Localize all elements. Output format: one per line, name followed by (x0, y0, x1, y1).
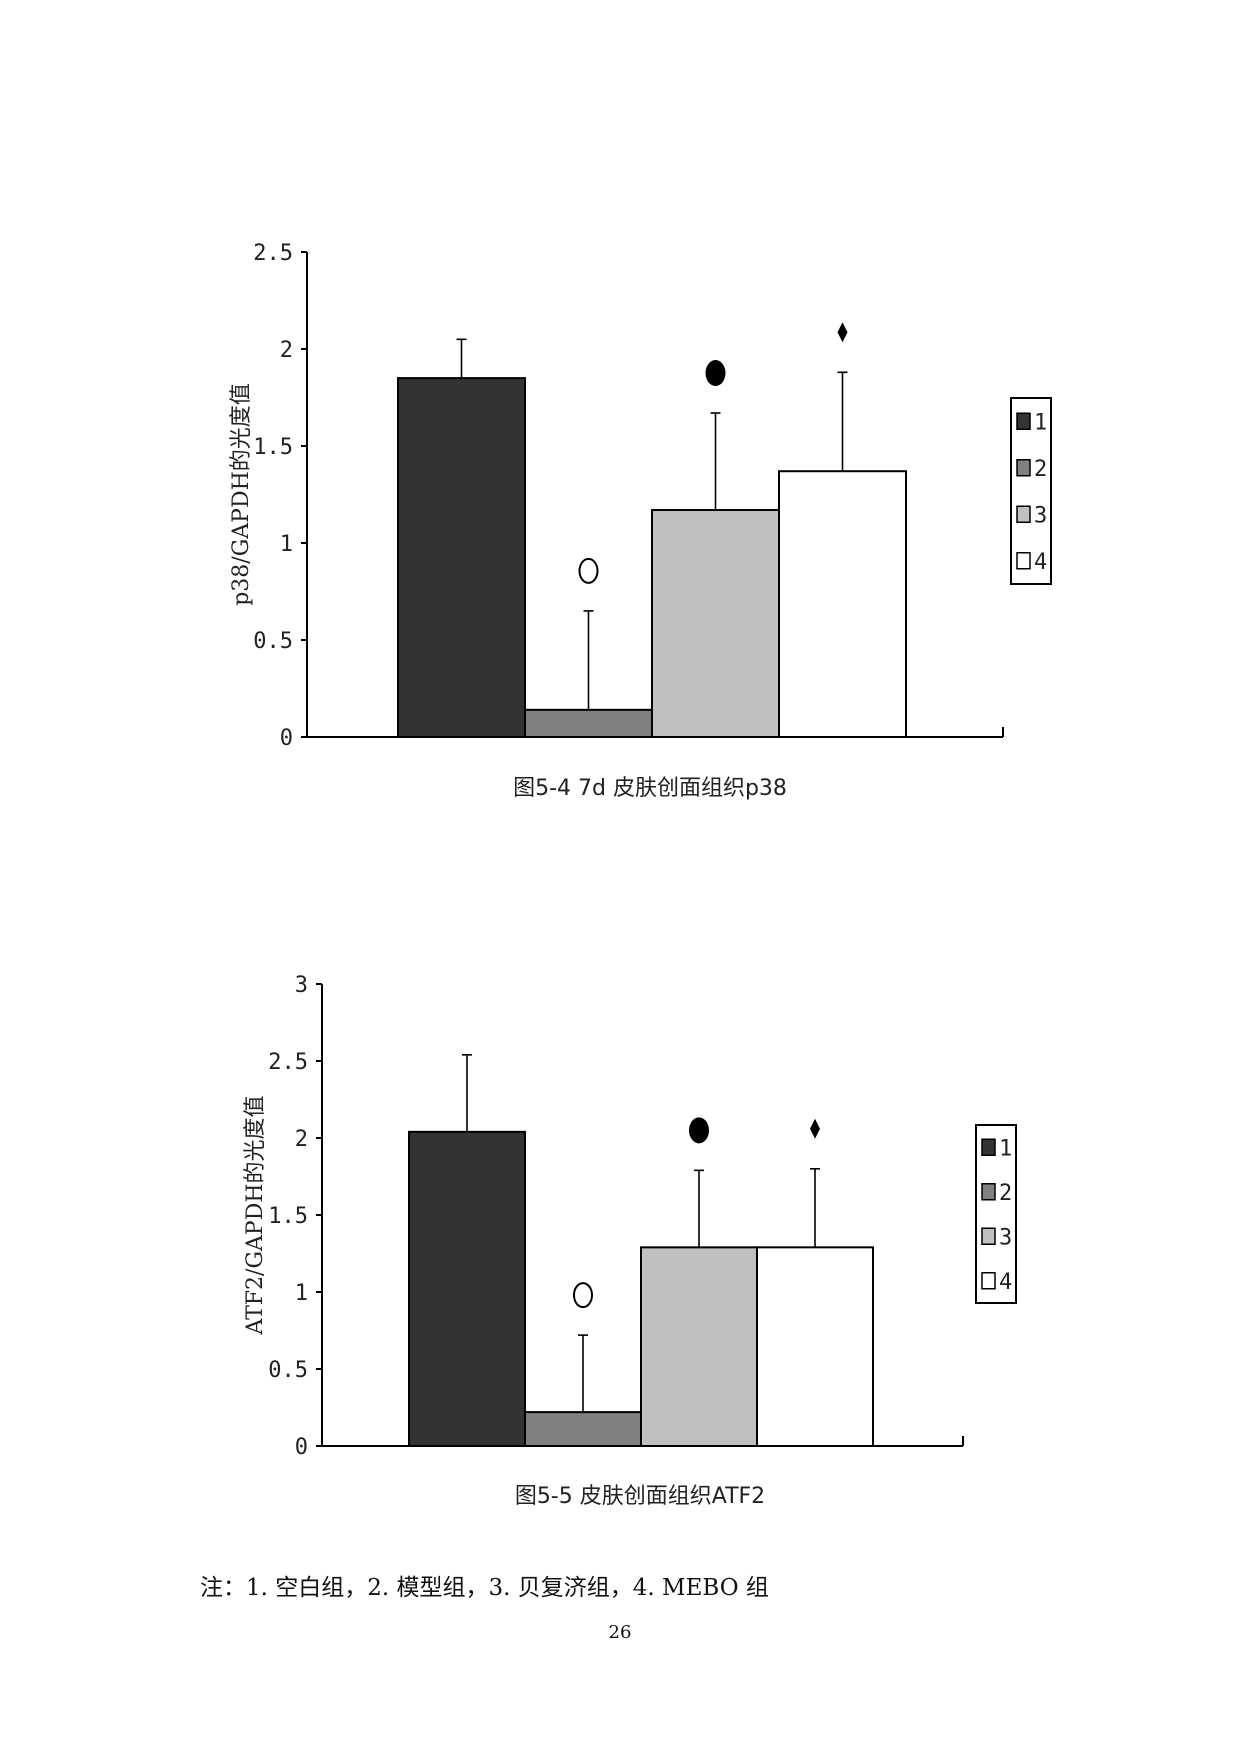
y-tick-label: 2.5 (268, 1050, 308, 1075)
legend-swatch-4 (981, 1272, 996, 1290)
chart-caption: 图5-5 皮肤创面组织ATF2 (515, 1484, 765, 1509)
legend-swatch-4 (1016, 552, 1031, 570)
legend-label: 1 (999, 1136, 1012, 1161)
y-tick-label: 0.5 (253, 629, 293, 654)
y-tick-label: 0.5 (268, 1358, 308, 1383)
significance-marker-filled-circle (689, 1117, 709, 1144)
bar-4 (778, 470, 907, 738)
significance-marker-diamond (810, 1118, 820, 1139)
y-tick-label: 2 (280, 338, 293, 363)
legend-label: 4 (999, 1270, 1012, 1295)
bar-1 (408, 1130, 526, 1447)
legend-label: 4 (1034, 550, 1047, 575)
legend-label: 2 (1034, 457, 1047, 482)
bar-3 (640, 1246, 758, 1447)
y-tick-label: 2 (295, 1127, 308, 1152)
y-tick-label: 1.5 (253, 435, 293, 460)
significance-marker-open-circle (573, 1282, 593, 1309)
legend-swatch-3 (981, 1227, 996, 1245)
y-tick-label: 3 (295, 973, 308, 998)
legend-label: 3 (1034, 503, 1047, 528)
y-tick-label: 0 (280, 726, 293, 751)
legend-swatch-1 (1016, 412, 1031, 430)
legend-label: 2 (999, 1181, 1012, 1206)
legend-swatch-3 (1016, 505, 1031, 523)
bar-2 (524, 708, 653, 739)
legend-label: 3 (999, 1225, 1012, 1250)
significance-marker-filled-circle (705, 360, 726, 387)
legend-swatch-2 (1016, 459, 1031, 477)
y-tick-label: 2.5 (253, 241, 293, 266)
y-tick-label: 0 (295, 1435, 308, 1460)
significance-marker-open-circle (578, 557, 599, 584)
figure-note: 注：1. 空白组，2. 模型组，3. 贝复济组，4. MEBO 组 (200, 1575, 769, 1601)
y-axis-label: p38/GAPDH的光度值 (229, 383, 254, 606)
chart-atf2: 0 0.5 1 1.5 2 2.5 3 ATF2/GAPDH的光度值 1 2 3 4 图5-5 皮肤创面… (243, 973, 1017, 1509)
legend-label: 1 (1034, 410, 1047, 435)
chart-caption: 图5-4 7d 皮肤创面组织p38 (513, 776, 787, 801)
legend-swatch-2 (981, 1183, 996, 1201)
significance-marker-diamond (837, 322, 848, 343)
y-tick-label: 1 (295, 1281, 308, 1306)
bar-3 (651, 509, 780, 738)
y-tick-label: 1 (280, 532, 293, 557)
y-axis-label: ATF2/GAPDH的光度值 (243, 1095, 268, 1335)
bar-4 (756, 1246, 874, 1447)
y-tick-label: 1.5 (268, 1204, 308, 1229)
page-number: 26 (608, 1622, 632, 1643)
chart-p38: 0 0.5 1 1.5 2 2.5 p38/GAPDH的光度值 1 2 3 4 图5-4 7d 皮肤创… (229, 241, 1052, 801)
legend-swatch-1 (981, 1138, 996, 1156)
bar-2 (524, 1411, 642, 1447)
bar-1 (397, 377, 526, 738)
